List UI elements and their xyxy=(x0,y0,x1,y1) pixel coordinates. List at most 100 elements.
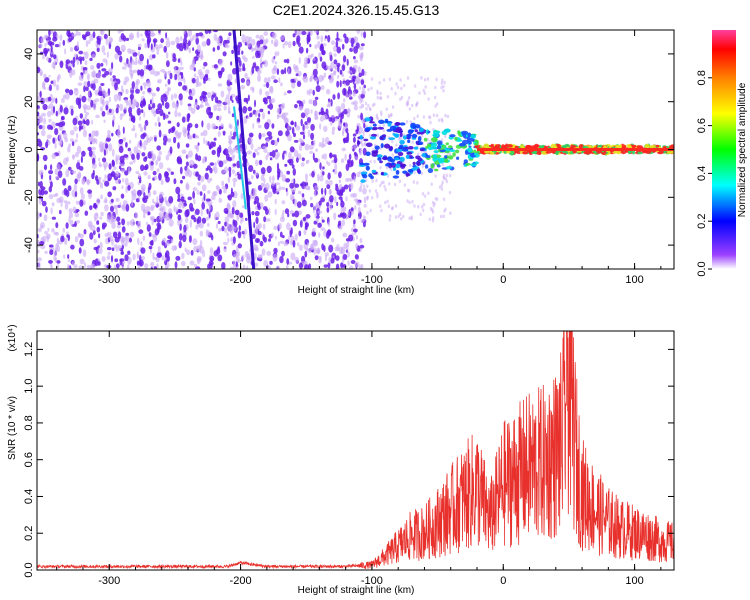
spectrogram-noise-cell xyxy=(112,186,117,191)
spectrogram-noise-cell xyxy=(42,81,46,88)
spectrogram-noise-cell xyxy=(95,197,101,206)
spectrogram-noise-cell xyxy=(326,184,331,190)
spectrogram-noise-cell xyxy=(99,216,103,220)
spectrogram-noise-cell xyxy=(67,259,70,263)
spectrogram-noise-cell xyxy=(162,237,167,243)
spectrogram-noise-cell xyxy=(159,194,163,199)
spectrogram-noise-cell xyxy=(273,79,278,84)
spectrogram-noise-cell xyxy=(363,142,367,147)
spectrogram-noise-cell xyxy=(186,154,189,160)
spectrogram-noise-cell xyxy=(223,189,227,194)
spectrogram-noise-cell xyxy=(167,235,172,239)
spectrogram-noise-cell xyxy=(201,201,205,210)
spectrogram-noise-cell xyxy=(333,212,337,221)
spectrogram-signal-cell xyxy=(388,145,394,151)
spectrogram-noise-cell xyxy=(135,80,139,87)
spectrogram-noise-cell xyxy=(167,78,171,85)
colorbar-tick-label: 0.0 xyxy=(696,261,708,276)
spectrogram-noise-cell xyxy=(149,247,152,254)
spectrogram-noise-cell xyxy=(274,51,278,57)
spectrogram-noise-cell xyxy=(170,171,174,175)
spectrogram-noise-cell xyxy=(212,141,216,147)
spectrogram-y-tick-label: -20 xyxy=(23,189,35,205)
spectrogram-noise-cell xyxy=(204,30,209,35)
spectrogram-noise-cell xyxy=(217,70,223,76)
spectrogram-noise-cell xyxy=(314,185,319,192)
spectrogram-noise-cell xyxy=(302,75,309,83)
spectrogram-noise-cell xyxy=(106,232,112,236)
spectrogram-noise-cell xyxy=(251,211,255,216)
spectrogram-noise-cell xyxy=(151,219,154,226)
spectrogram-noise-cell xyxy=(312,152,315,161)
spectrogram-noise-cell xyxy=(108,163,112,170)
spectrogram-signal-cell xyxy=(392,175,400,179)
spectrogram-noise-cell xyxy=(56,163,61,171)
spectrogram-noise-cell xyxy=(338,179,342,184)
spectrogram-noise-cell xyxy=(316,62,319,70)
snr-x-tick-label: -200 xyxy=(230,575,252,587)
spectrogram-signal-cell xyxy=(470,134,477,139)
spectrogram-noise-cell xyxy=(394,215,398,219)
spectrogram-noise-cell xyxy=(68,216,71,224)
spectrogram-noise-cell xyxy=(178,45,184,52)
spectrogram-noise-cell xyxy=(137,264,141,269)
spectrogram-noise-cell xyxy=(137,221,141,229)
spectrogram-signal-cell xyxy=(655,144,660,148)
spectrogram-noise-cell xyxy=(271,39,274,45)
spectrogram-signal-cell xyxy=(411,133,418,139)
spectrogram-noise-cell xyxy=(52,79,57,87)
spectrogram-noise-cell xyxy=(361,68,365,76)
spectrogram-noise-cell xyxy=(291,81,296,89)
spectrogram-noise-cell xyxy=(277,241,280,247)
spectrogram-noise-cell xyxy=(132,253,136,261)
spectrogram-noise-cell xyxy=(87,135,94,142)
spectrogram-noise-cell xyxy=(274,236,277,240)
spectrogram-noise-cell xyxy=(282,152,285,160)
spectrogram-noise-cell xyxy=(66,231,69,235)
spectrogram-noise-cell xyxy=(38,124,43,130)
spectrogram-noise-cell xyxy=(293,63,296,70)
spectrogram-signal-cell xyxy=(441,144,447,148)
spectrogram-noise-cell xyxy=(100,62,104,67)
spectrogram-signal-cell xyxy=(416,160,421,166)
spectrogram-noise-cell xyxy=(271,32,277,40)
spectrogram-noise-cell xyxy=(146,80,151,88)
spectrogram-noise-cell xyxy=(371,179,374,183)
spectrogram-noise-cell xyxy=(150,204,155,209)
spectrogram-noise-cell xyxy=(376,95,379,100)
spectrogram-noise-cell xyxy=(43,117,46,125)
spectrogram-noise-cell xyxy=(51,202,55,207)
spectrogram-noise-cell xyxy=(441,138,444,142)
spectrogram-noise-cell xyxy=(440,85,443,90)
spectrogram-noise-cell xyxy=(265,142,269,148)
spectrogram-noise-cell xyxy=(249,112,253,118)
spectrogram-signal-cell xyxy=(406,173,411,177)
spectrogram-noise-cell xyxy=(51,216,57,220)
spectrogram-noise-cell xyxy=(91,163,97,170)
spectrogram-noise-cell xyxy=(436,102,439,106)
spectrogram-noise-cell xyxy=(124,170,129,176)
spectrogram-noise-cell xyxy=(260,46,265,54)
spectrogram-signal-cell xyxy=(360,171,368,175)
spectrogram-noise-cell xyxy=(70,108,74,116)
spectrogram-noise-cell xyxy=(399,78,402,82)
spectrogram-noise-cell xyxy=(234,209,240,216)
spectrogram-noise-cell xyxy=(241,254,245,261)
spectrogram-noise-cell xyxy=(344,153,347,161)
spectrogram-noise-cell xyxy=(343,88,346,96)
spectrogram-noise-cell xyxy=(319,162,322,170)
spectrogram-noise-cell xyxy=(391,153,394,157)
spectrogram-noise-cell xyxy=(302,133,306,140)
spectrogram-noise-cell xyxy=(247,94,250,102)
spectrogram-noise-cell xyxy=(313,190,317,197)
spectrogram-noise-cell xyxy=(235,261,238,268)
spectrogram-noise-cell xyxy=(158,215,164,221)
spectrogram-signal-cell xyxy=(438,157,445,162)
spectrogram-noise-cell xyxy=(99,182,104,189)
spectrogram-noise-cell xyxy=(114,53,119,60)
spectrogram-noise-cell xyxy=(420,204,424,209)
spectrogram-signal-cell xyxy=(436,145,442,150)
spectrogram-noise-cell xyxy=(92,70,97,79)
spectrogram-noise-cell xyxy=(349,96,353,100)
spectrogram-noise-cell xyxy=(58,121,64,128)
